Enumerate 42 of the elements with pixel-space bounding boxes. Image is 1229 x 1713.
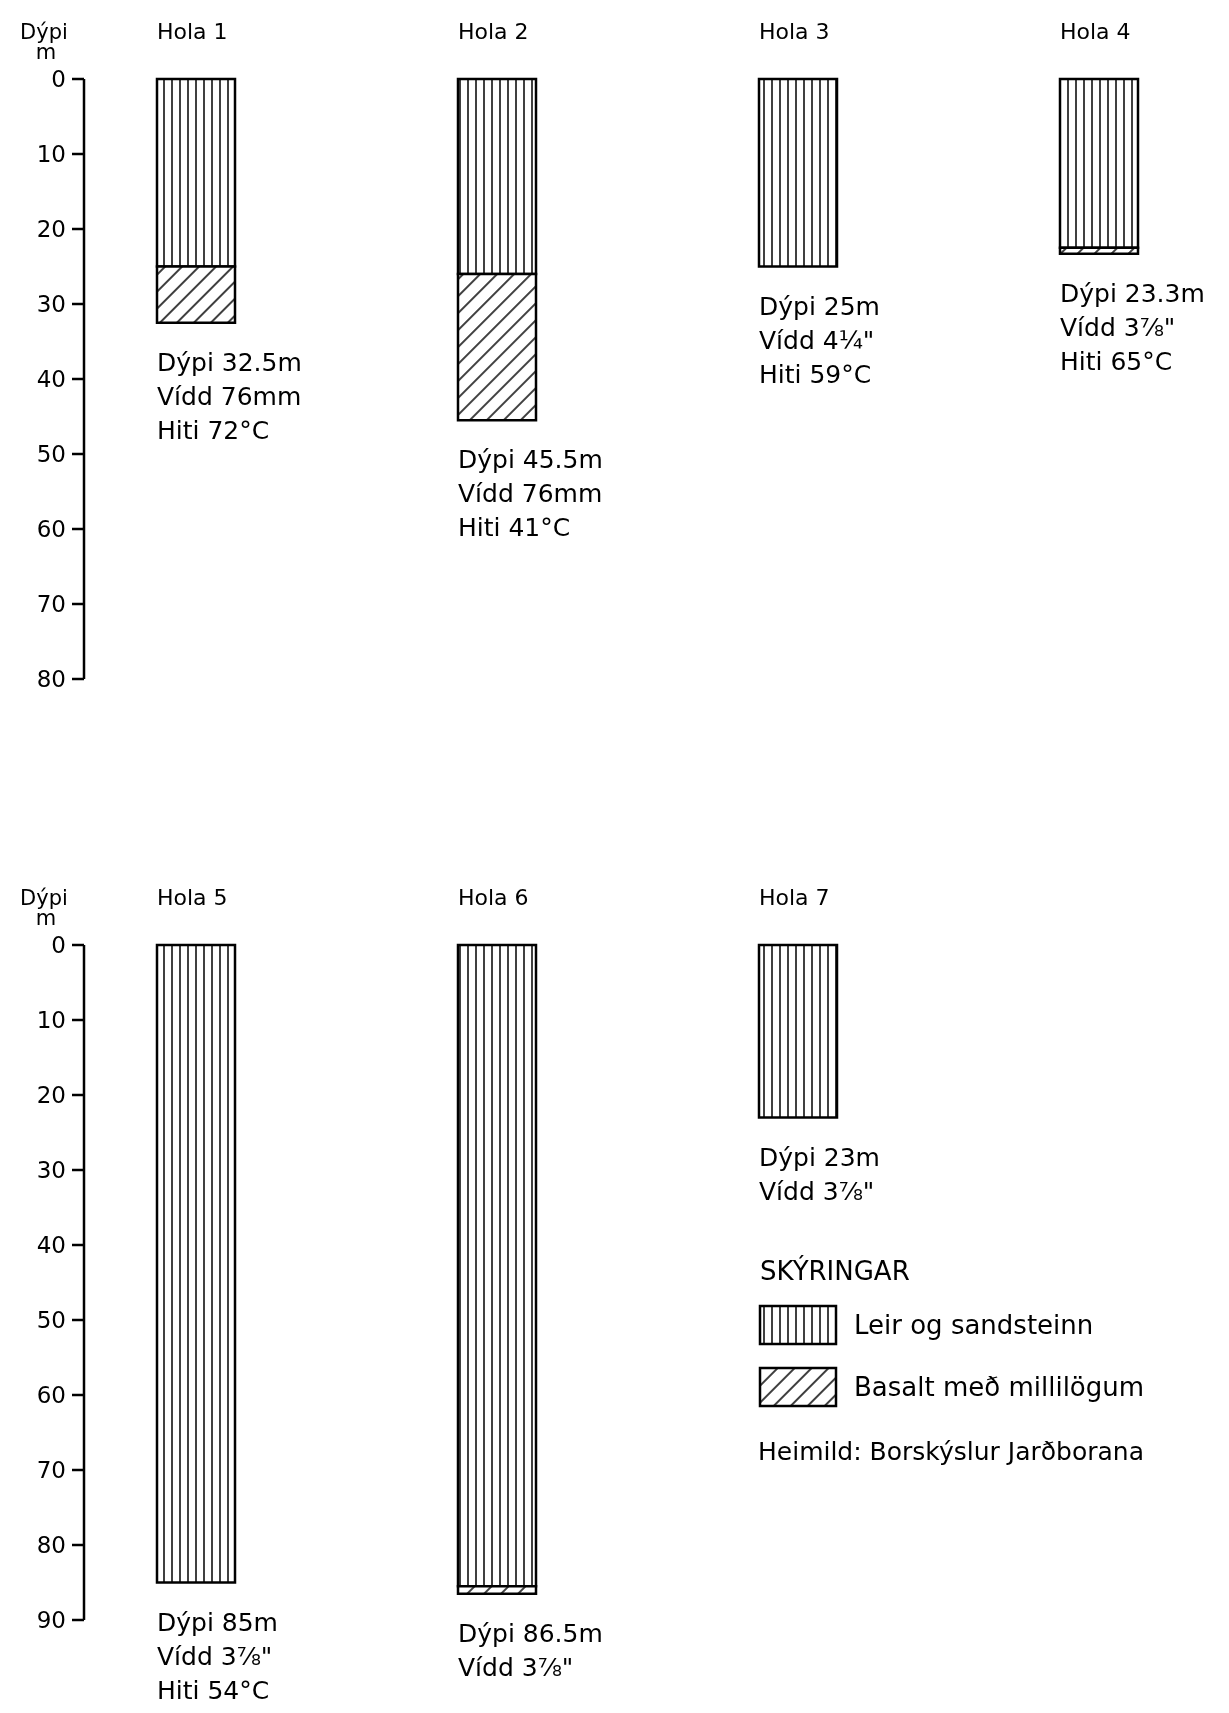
x-tick-label: Hola 5 — [157, 885, 228, 910]
y-tick-label: 80 — [36, 666, 66, 693]
y-tick-label: 30 — [36, 291, 66, 318]
y-tick-label: 60 — [36, 1382, 66, 1409]
y-tick-label: 0 — [51, 66, 66, 93]
x-tick-label: Hola 7 — [759, 885, 830, 910]
y-tick-label: 90 — [36, 1607, 66, 1634]
legend-label: Leir og sandsteinn — [854, 1310, 1094, 1341]
y-axis-title: Dýpi m — [20, 886, 68, 930]
y-tick-label: 60 — [36, 516, 66, 543]
y-tick-label: 50 — [36, 441, 66, 468]
annotation: Dýpi 85m Vídd 3⅞" Hiti 54°C — [157, 1607, 278, 1705]
bar — [757, 943, 839, 1119]
annotation: Dýpi 23.3m Vídd 3⅞" Hiti 65°C — [1060, 278, 1205, 376]
bar — [757, 77, 839, 268]
y-tick-label: 30 — [36, 1157, 66, 1184]
annotation: Dýpi 45.5m Vídd 76mm Hiti 41°C — [458, 445, 603, 543]
annotation: Dýpi 25m Vídd 4¼" Hiti 59°C — [759, 291, 880, 389]
y-tick-label: 40 — [36, 366, 66, 393]
y-axis-title: Dýpi m — [20, 20, 68, 64]
y-tick-label: 10 — [36, 141, 66, 168]
annotation: Heimild: Borskýslur Jarðborana — [758, 1437, 1144, 1466]
annotation: Dýpi 32.5m Vídd 76mm Hiti 72°C — [157, 347, 302, 445]
x-tick-label: Hola 1 — [157, 19, 228, 44]
x-tick-label: Hola 2 — [458, 19, 529, 44]
x-tick-label: Hola 6 — [458, 885, 529, 910]
annotation: Dýpi 23m Vídd 3⅞" — [759, 1142, 880, 1206]
y-tick-label: 70 — [36, 1457, 66, 1484]
x-tick-label: Hola 4 — [1060, 19, 1131, 44]
y-tick-label: 50 — [36, 1307, 66, 1334]
x-tick-label: Hola 3 — [759, 19, 830, 44]
bar — [155, 943, 237, 1584]
y-tick-label: 70 — [36, 591, 66, 618]
y-tick-label: 0 — [51, 932, 66, 959]
legend-title: SKÝRINGAR — [760, 1255, 910, 1286]
legend-label: Basalt með millilögum — [854, 1372, 1145, 1403]
y-tick-label: 20 — [36, 216, 66, 243]
y-tick-label: 20 — [36, 1082, 66, 1109]
y-tick-label: 10 — [36, 1007, 66, 1034]
y-tick-label: 40 — [36, 1232, 66, 1259]
y-tick-label: 80 — [36, 1532, 66, 1559]
annotation: Dýpi 86.5m Vídd 3⅞" — [458, 1618, 603, 1682]
